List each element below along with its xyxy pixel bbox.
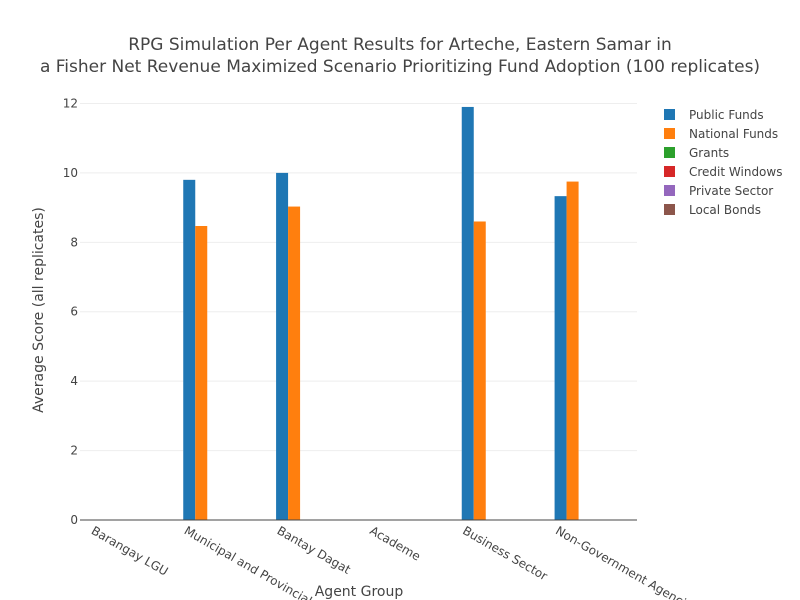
chart-title-line-1: RPG Simulation Per Agent Results for Art… [128, 35, 672, 55]
legend-swatch [664, 204, 675, 215]
bars [183, 106, 579, 521]
y-tick-label: 10 [63, 166, 78, 180]
bar-public-funds [276, 172, 289, 520]
bar-public-funds [183, 179, 196, 520]
y-axis-ticks: 0 2 4 6 8 10 12 [63, 96, 78, 527]
bar-public-funds [461, 106, 474, 521]
bar-public-funds [554, 196, 567, 521]
legend-swatch [664, 185, 675, 196]
legend-label: Credit Windows [689, 165, 782, 179]
x-tick-label: Business Sector [460, 523, 550, 583]
legend-swatch [664, 128, 675, 139]
gridlines [80, 102, 637, 452]
y-tick-label: 2 [70, 444, 78, 458]
legend-swatch [664, 109, 675, 120]
x-tick-label: Academe [367, 523, 423, 563]
x-axis-label: Agent Group [315, 584, 404, 600]
bar-national-funds [288, 206, 301, 520]
y-tick-label: 12 [63, 96, 78, 110]
legend-label: Private Sector [689, 184, 773, 198]
legend-swatch [664, 147, 675, 158]
legend-label: Public Funds [689, 108, 764, 122]
x-tick-label: Bantay Dagat [275, 523, 354, 576]
bar-national-funds [473, 221, 486, 520]
y-tick-label: 0 [70, 513, 78, 527]
y-tick-label: 6 [70, 305, 78, 319]
legend-label: Grants [689, 146, 729, 160]
x-tick-label: Non-Government Agencies [553, 523, 700, 600]
legend-label: Local Bonds [689, 203, 761, 217]
bar-national-funds [566, 181, 579, 520]
legend: Public Funds National Funds Grants Credit W… [664, 108, 782, 217]
chart-title: RPG Simulation Per Agent Results for Art… [40, 35, 760, 77]
bar-national-funds [195, 226, 208, 520]
y-tick-label: 8 [70, 235, 78, 249]
chart-title-line-2: a Fisher Net Revenue Maximized Scenario … [40, 57, 760, 77]
x-tick-label: Barangay LGU [89, 523, 171, 578]
legend-label: National Funds [689, 127, 778, 141]
y-axis-label: Average Score (all replicates) [31, 207, 47, 413]
legend-swatch [664, 166, 675, 177]
y-tick-label: 4 [70, 374, 78, 388]
